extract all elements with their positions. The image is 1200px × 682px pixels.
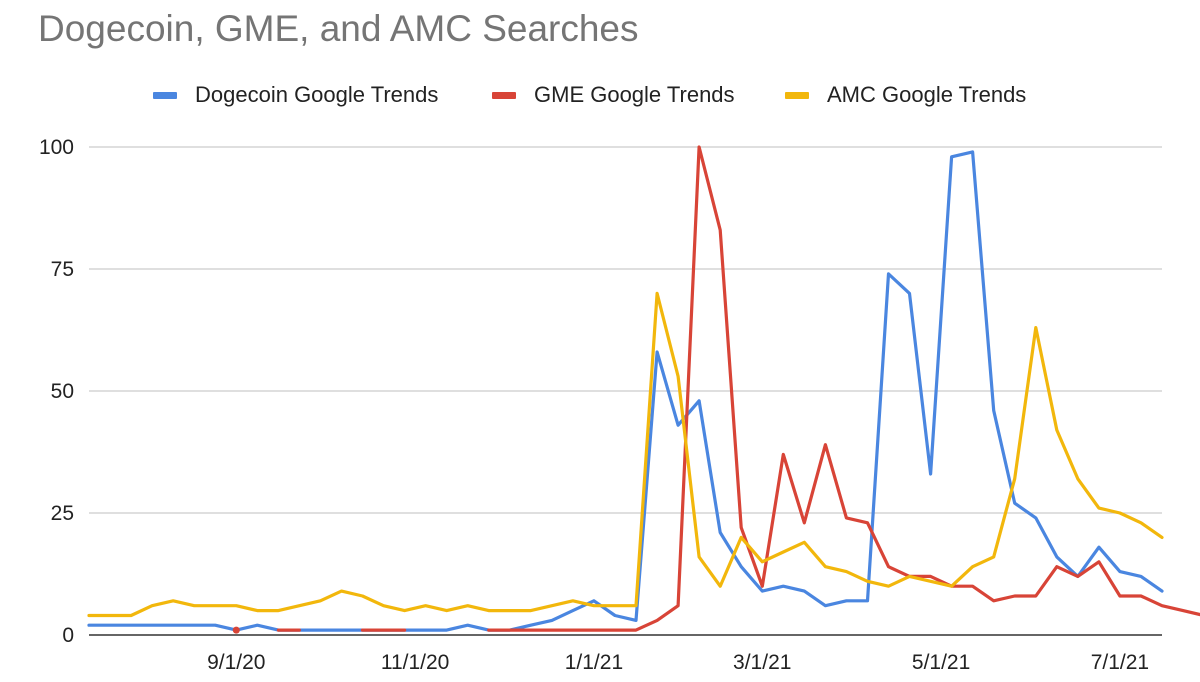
x-tick-label: 3/1/21 bbox=[733, 651, 791, 674]
series-lines bbox=[87, 145, 1200, 634]
legend-label-gme: GME Google Trends bbox=[534, 82, 735, 107]
y-axis-labels: 0 25 50 75 100 bbox=[39, 136, 74, 647]
x-tick-label: 5/1/21 bbox=[912, 651, 970, 674]
series-1 bbox=[232, 145, 1200, 634]
y-tick-label: 25 bbox=[51, 502, 74, 525]
legend-label-dogecoin: Dogecoin Google Trends bbox=[195, 82, 439, 107]
y-tick-label: 0 bbox=[62, 624, 74, 647]
legend-swatch-gme bbox=[492, 91, 516, 99]
series-line bbox=[87, 150, 1164, 632]
gridlines bbox=[89, 146, 1162, 636]
series-0 bbox=[87, 150, 1164, 632]
legend-item-amc[interactable]: AMC Google Trends bbox=[785, 80, 1026, 110]
legend-item-gme[interactable]: GME Google Trends bbox=[492, 80, 735, 110]
y-tick-label: 100 bbox=[39, 136, 74, 159]
x-tick-label: 7/1/21 bbox=[1091, 651, 1149, 674]
x-tick-label: 1/1/21 bbox=[565, 651, 623, 674]
x-tick-label: 11/1/20 bbox=[381, 651, 450, 674]
x-axis-labels: 9/1/20 11/1/20 1/1/21 3/1/21 5/1/21 7/1/21 bbox=[207, 651, 1149, 674]
legend-label-amc: AMC Google Trends bbox=[827, 82, 1027, 107]
legend: Dogecoin Google Trends GME Google Trends… bbox=[0, 80, 1200, 110]
series-2 bbox=[87, 291, 1164, 618]
series-line bbox=[487, 145, 1200, 632]
series-line bbox=[87, 291, 1164, 618]
legend-item-dogecoin[interactable]: Dogecoin Google Trends bbox=[153, 80, 438, 110]
legend-swatch-dogecoin bbox=[153, 91, 177, 99]
y-tick-label: 75 bbox=[51, 258, 74, 281]
y-tick-label: 50 bbox=[51, 380, 74, 403]
chart-title: Dogecoin, GME, and AMC Searches bbox=[38, 8, 639, 49]
x-tick-label: 9/1/20 bbox=[207, 651, 265, 674]
legend-swatch-amc bbox=[785, 91, 809, 99]
series-point bbox=[232, 626, 240, 634]
